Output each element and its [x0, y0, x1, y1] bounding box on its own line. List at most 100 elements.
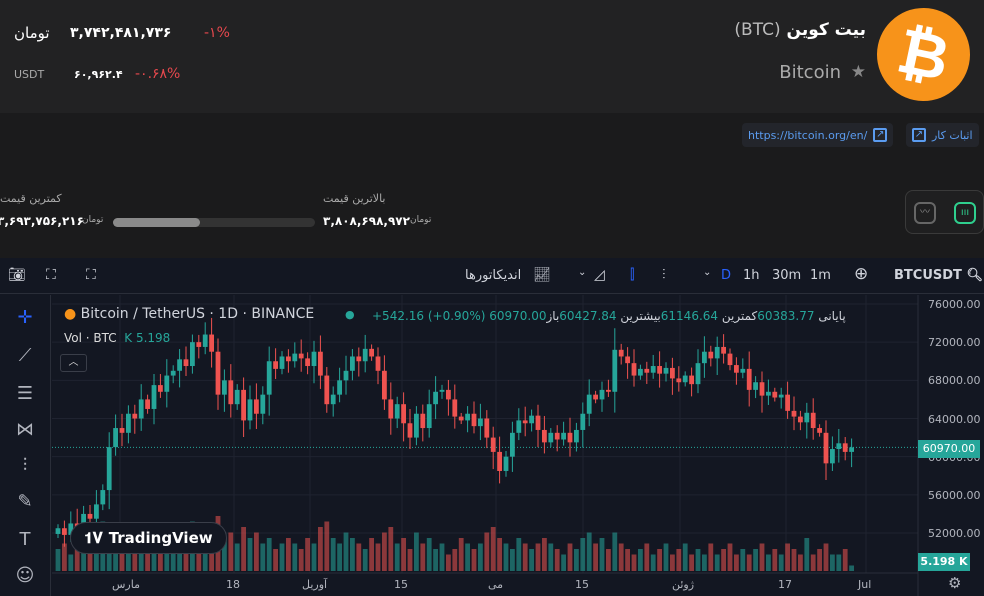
fib-icon[interactable]: ☰ [16, 383, 34, 404]
volume-bar [522, 543, 528, 571]
candle [401, 404, 406, 424]
pattern-icon[interactable]: ⋈ [16, 419, 34, 440]
volume-bar [823, 543, 829, 571]
candle [580, 413, 586, 430]
volume-bar [740, 549, 746, 571]
fullscreen-icon[interactable]: ⛶ [46, 267, 56, 283]
candle [478, 418, 483, 427]
volume-bar [676, 549, 682, 571]
candle [362, 348, 368, 362]
candle [420, 413, 426, 429]
toman-price: ۳,۷۴۲,۴۸۱,۷۳۶ [70, 25, 172, 41]
symbol-label: BTCUSDT [894, 268, 962, 283]
time-tick: 15 [575, 578, 589, 591]
settings-gear-icon[interactable]: ⚙ [948, 574, 962, 592]
search-icon: 🔍︎ [966, 268, 983, 283]
volume-bar [55, 549, 61, 571]
candle [490, 437, 496, 452]
candle [714, 346, 720, 359]
volume-bar [394, 543, 400, 571]
brush-icon[interactable]: ✎ [17, 491, 33, 512]
candle [574, 429, 579, 443]
tradingview-watermark[interactable]: 𝟏𝐕 TradingView [70, 522, 227, 554]
crosshair-icon[interactable]: ✛ [17, 307, 33, 328]
volume-bar [478, 543, 483, 571]
area-chart-icon[interactable]: ◿ [594, 267, 605, 283]
volume-bar [158, 538, 163, 571]
symbol-search[interactable]: BTCUSDT 🔍︎ [894, 268, 983, 283]
interval-1m[interactable]: 1m [810, 268, 831, 283]
legend-change: +542.16 (+0.90%) [372, 309, 486, 323]
volume-bar [529, 549, 534, 571]
chart-style-dropdown-icon[interactable]: ⌄ [578, 267, 587, 278]
volume-bar [631, 554, 637, 571]
time-tick: مارس [112, 578, 140, 591]
legend-close: 60970.00 [489, 309, 547, 323]
tradingview-chart[interactable]: 📷︎ ⛶ ⛶ اندیکاتورها 📈︎ ⌄ ◿ ⫿ ⫶ ⌄ D 1h 30m… [0, 258, 984, 596]
chart-toolbar: 📷︎ ⛶ ⛶ اندیکاتورها 📈︎ ⌄ ◿ ⫿ ⫶ ⌄ D 1h 30m… [0, 258, 984, 294]
price-tick: 72000.00 [928, 336, 981, 350]
volume-bar [778, 554, 784, 571]
volume-bar [74, 538, 80, 571]
candle [676, 378, 682, 383]
candle [439, 389, 445, 392]
volume-bar [606, 549, 611, 571]
candle [791, 410, 797, 417]
candle [823, 432, 829, 464]
candle-chart-button[interactable]: ııı [954, 202, 976, 224]
indicators-button[interactable]: اندیکاتورها [465, 268, 522, 283]
time-tick: ژوئن [672, 578, 695, 591]
candle [746, 368, 752, 390]
favorite-star-icon[interactable]: ★ [850, 62, 866, 82]
candles-icon[interactable]: ⫿ [630, 267, 635, 283]
trendline-icon[interactable]: ⟋ [18, 345, 32, 366]
candle [529, 415, 534, 424]
interval-dropdown-icon[interactable]: ⌄ [703, 267, 712, 278]
interval-30m[interactable]: 30m [772, 268, 802, 283]
volume-bar [580, 538, 586, 571]
candle [68, 523, 74, 535]
interval-1h[interactable]: 1h [743, 268, 760, 283]
last-volume-label: 5.198 K [918, 553, 970, 571]
candle [170, 370, 176, 376]
vol-value: K 5.198 [124, 331, 171, 345]
volume-bar [241, 527, 246, 571]
emoji-icon[interactable]: ☺ [15, 565, 35, 586]
candle [279, 356, 285, 369]
volume-bar [554, 549, 560, 571]
candle [433, 391, 438, 405]
volume-bar [343, 532, 349, 571]
drawing-toolbar: ✛ ⟋ ☰ ⋈ ⫶ ✎ T ☺ [0, 295, 51, 596]
volume-bar [356, 543, 362, 571]
volume-bar [593, 543, 598, 571]
candle [484, 418, 490, 438]
volume-bar [503, 543, 509, 571]
text-icon[interactable]: T [19, 529, 31, 550]
collapse-legend-button[interactable]: ︿ [60, 354, 87, 372]
volume-bar [446, 554, 451, 571]
expand-icon[interactable]: ⛶ [86, 267, 96, 283]
candle [606, 389, 611, 392]
line-chart-button[interactable]: 〰 [914, 202, 936, 224]
volume-bar [772, 549, 778, 571]
candle [753, 382, 758, 390]
volume-bar [228, 532, 234, 571]
candle [510, 432, 515, 457]
volume-bar [618, 543, 624, 571]
high-unit: تومان [410, 215, 432, 225]
coin-header: ₿ بیت کوین (BTC) Bitcoin ★ تومان ۳,۷۴۲,۴… [0, 0, 984, 113]
proof-of-work-link[interactable]: ↗ اثبات کار [906, 123, 979, 147]
volume-bar [830, 554, 835, 571]
website-link[interactable]: https://bitcoin.org/en/ ↗ [742, 123, 894, 147]
interval-d[interactable]: D [721, 268, 732, 283]
candle [810, 412, 816, 429]
candle [260, 394, 266, 414]
volume-bar [535, 543, 541, 571]
candle [247, 399, 253, 421]
compare-add-icon[interactable]: ⊕ [854, 264, 869, 284]
prediction-icon[interactable]: ⫶ [22, 455, 28, 476]
camera-icon[interactable]: 📷︎ [8, 267, 26, 283]
candle [388, 399, 394, 419]
bars-icon[interactable]: ⫶ [662, 267, 666, 283]
chart-legend: ● Bitcoin / TetherUS · 1D · BINANCE [64, 306, 314, 322]
